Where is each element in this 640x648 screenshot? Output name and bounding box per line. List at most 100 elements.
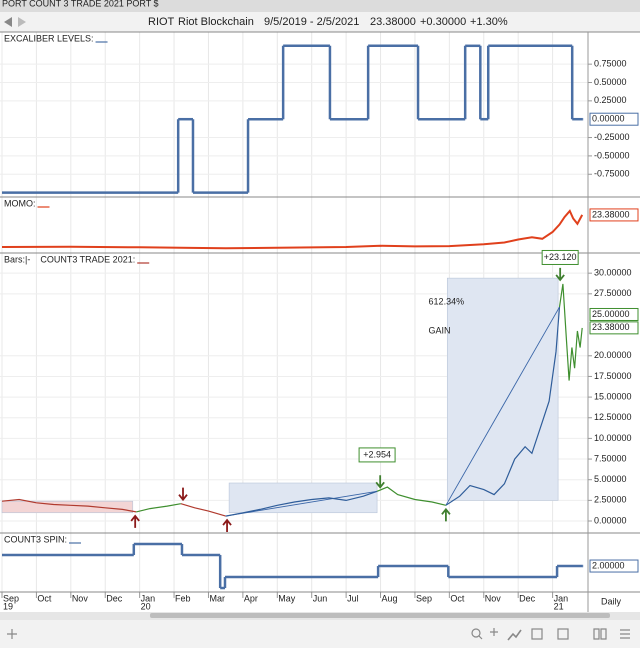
series-line: [376, 486, 447, 506]
back-button[interactable]: [4, 17, 12, 27]
trend-line: [445, 306, 560, 506]
x-tick-label: Aug: [382, 593, 398, 603]
symbol-name: Riot Blockchain: [178, 16, 254, 28]
y-tick-label: 27.50000: [594, 288, 632, 298]
trade-box: [446, 277, 559, 501]
add-button[interactable]: [7, 629, 17, 639]
series-line: [225, 490, 378, 517]
x-tick-label: Feb: [175, 593, 191, 603]
x-tick-label: Jan: [554, 593, 569, 603]
crosshair-button[interactable]: [490, 628, 498, 636]
x-tick-label: Oct: [37, 593, 52, 603]
y-tick-label: 0.50000: [594, 77, 627, 87]
annotation: GAIN: [429, 325, 451, 335]
value-marker-label: 0.00000: [592, 114, 625, 124]
series-line: [180, 503, 226, 517]
y-tick-label: 0.00000: [594, 515, 627, 525]
symbol: RIOT: [148, 16, 175, 28]
signal-arrow: [222, 518, 232, 533]
series-line: [445, 306, 561, 506]
x-tick-label: Nov: [485, 593, 502, 603]
series-line: [1, 498, 137, 513]
last-price: 23.38000: [370, 16, 416, 28]
panel-prefix: Bars:|-: [4, 254, 30, 264]
y-tick-label: 0.75000: [594, 59, 627, 69]
window-bar: [0, 0, 640, 12]
value-marker: [589, 112, 639, 126]
signal-arrow: [441, 507, 451, 522]
panel-title: COUNT3 SPIN:: [4, 534, 67, 544]
value-marker-label: 23.38000: [592, 322, 630, 332]
x-tick-label: Sep: [416, 593, 432, 603]
panel-title: MOMO:: [4, 198, 36, 208]
layout-button[interactable]: [531, 628, 543, 640]
y-tick-label: 7.50000: [594, 453, 627, 463]
y-tick-label: -0.25000: [594, 132, 630, 142]
value-marker-label: 25.00000: [592, 309, 630, 319]
annotation-box: [358, 447, 396, 463]
trend-line: [225, 490, 378, 517]
forward-button[interactable]: [18, 17, 26, 27]
y-tick-label: 0.25000: [594, 95, 627, 105]
y-tick-label: -0.75000: [594, 169, 630, 179]
trade-box: [1, 500, 134, 514]
y-tick-label: 15.00000: [594, 391, 632, 401]
book-button[interactable]: [593, 628, 607, 640]
panel-button[interactable]: [557, 628, 569, 640]
annotation: +23.120: [544, 252, 577, 262]
zoom-button[interactable]: [471, 628, 483, 640]
x-tick-label: Nov: [72, 593, 89, 603]
y-tick-label: -0.50000: [594, 150, 630, 160]
y-tick-label: 10.00000: [594, 433, 632, 443]
signal-arrow: [178, 487, 188, 502]
value-marker: [589, 307, 639, 321]
x-tick-label: Dec: [519, 593, 536, 603]
trade-box: [228, 482, 378, 514]
value-marker: [589, 559, 639, 573]
value-marker: [589, 321, 639, 335]
series-line: [1, 209, 584, 250]
x-tick-year: 21: [554, 601, 564, 611]
y-tick-label: 30.00000: [594, 268, 632, 278]
annotation-box: [541, 249, 579, 265]
x-tick-label: Apr: [244, 593, 258, 603]
x-tick-label: Jun: [313, 593, 328, 603]
date-range: 9/5/2019 - 2/5/2021: [264, 16, 359, 28]
signal-arrow: [130, 514, 140, 528]
value-marker: [589, 208, 639, 222]
x-tick-label: Dec: [106, 593, 123, 603]
y-tick-label: 17.50000: [594, 371, 632, 381]
x-tick-label: Jul: [347, 593, 359, 603]
y-tick-label: 20.00000: [594, 350, 632, 360]
panel-title: EXCALIBER LEVELS:: [4, 33, 94, 43]
x-tick-year: 20: [141, 601, 151, 611]
menu-button[interactable]: [620, 629, 630, 639]
x-tick-label: Mar: [209, 593, 225, 603]
x-tick-label: Oct: [450, 593, 465, 603]
line-tool[interactable]: [507, 629, 522, 641]
value-marker-label: 23.38000: [592, 209, 630, 219]
toolbar: [0, 12, 640, 32]
x-tick-label: Sep: [3, 593, 19, 603]
y-tick-label: 12.50000: [594, 412, 632, 422]
value-marker-label: 2.00000: [592, 560, 625, 570]
y-tick-label: 5.00000: [594, 474, 627, 484]
bottom-toolbar: [0, 620, 640, 648]
panel-title: COUNT3 TRADE 2021:: [40, 254, 135, 264]
annotation: +2.954: [363, 449, 391, 459]
signal-arrow: [375, 475, 385, 489]
x-tick-label: Jan: [141, 593, 156, 603]
x-tick-year: 19: [3, 601, 13, 611]
scroll-thumb[interactable]: [150, 613, 610, 618]
y-tick-label: 2.50000: [594, 495, 627, 505]
series-line: [136, 503, 182, 513]
change-pct: +1.30%: [470, 16, 508, 28]
series-line: [558, 283, 583, 381]
annotation: 612.34%: [429, 296, 465, 306]
interval: Daily: [601, 596, 622, 606]
window-title: PORT COUNT 3 TRADE 2021 PORT $: [2, 0, 159, 8]
signal-arrow: [555, 267, 565, 282]
change: +0.30000: [420, 16, 466, 28]
